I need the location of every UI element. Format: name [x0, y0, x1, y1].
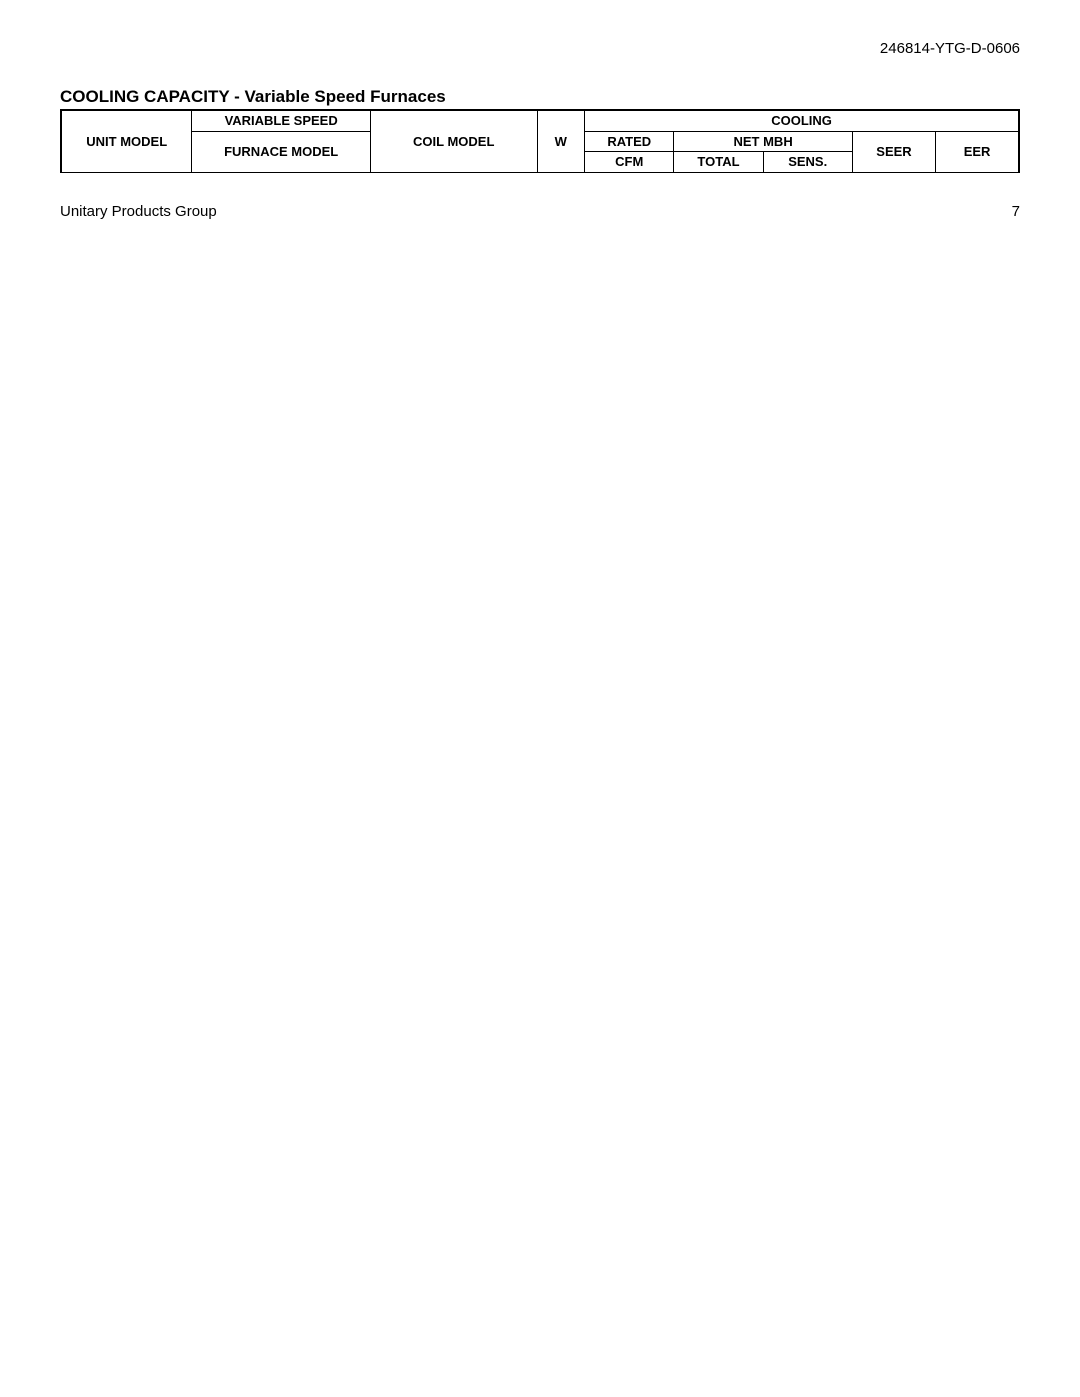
header-cooling: COOLING — [585, 110, 1019, 131]
header-w: W — [537, 110, 585, 172]
document-id: 246814-YTG-D-0606 — [60, 40, 1020, 57]
header-rated: RATED — [585, 131, 674, 152]
header-var-speed: VARIABLE SPEED — [192, 110, 371, 131]
header-coil-model: COIL MODEL — [370, 110, 537, 172]
header-seer: SEER — [852, 131, 935, 172]
header-total: TOTAL — [674, 152, 763, 173]
page-title: COOLING CAPACITY - Variable Speed Furnac… — [60, 87, 1020, 107]
header-cfm: CFM — [585, 152, 674, 173]
header-sens: SENS. — [763, 152, 852, 173]
footer-right: 7 — [1012, 203, 1020, 220]
header-eer: EER — [936, 131, 1019, 172]
header-furnace-model: FURNACE MODEL — [192, 131, 371, 172]
header-net-mbh: NET MBH — [674, 131, 853, 152]
header-unit-model: UNIT MODEL — [61, 110, 192, 172]
footer-left: Unitary Products Group — [60, 203, 217, 220]
page-footer: Unitary Products Group 7 — [60, 203, 1020, 220]
table-header: UNIT MODEL VARIABLE SPEED COIL MODEL W C… — [61, 110, 1019, 172]
cooling-capacity-table: UNIT MODEL VARIABLE SPEED COIL MODEL W C… — [60, 109, 1020, 173]
